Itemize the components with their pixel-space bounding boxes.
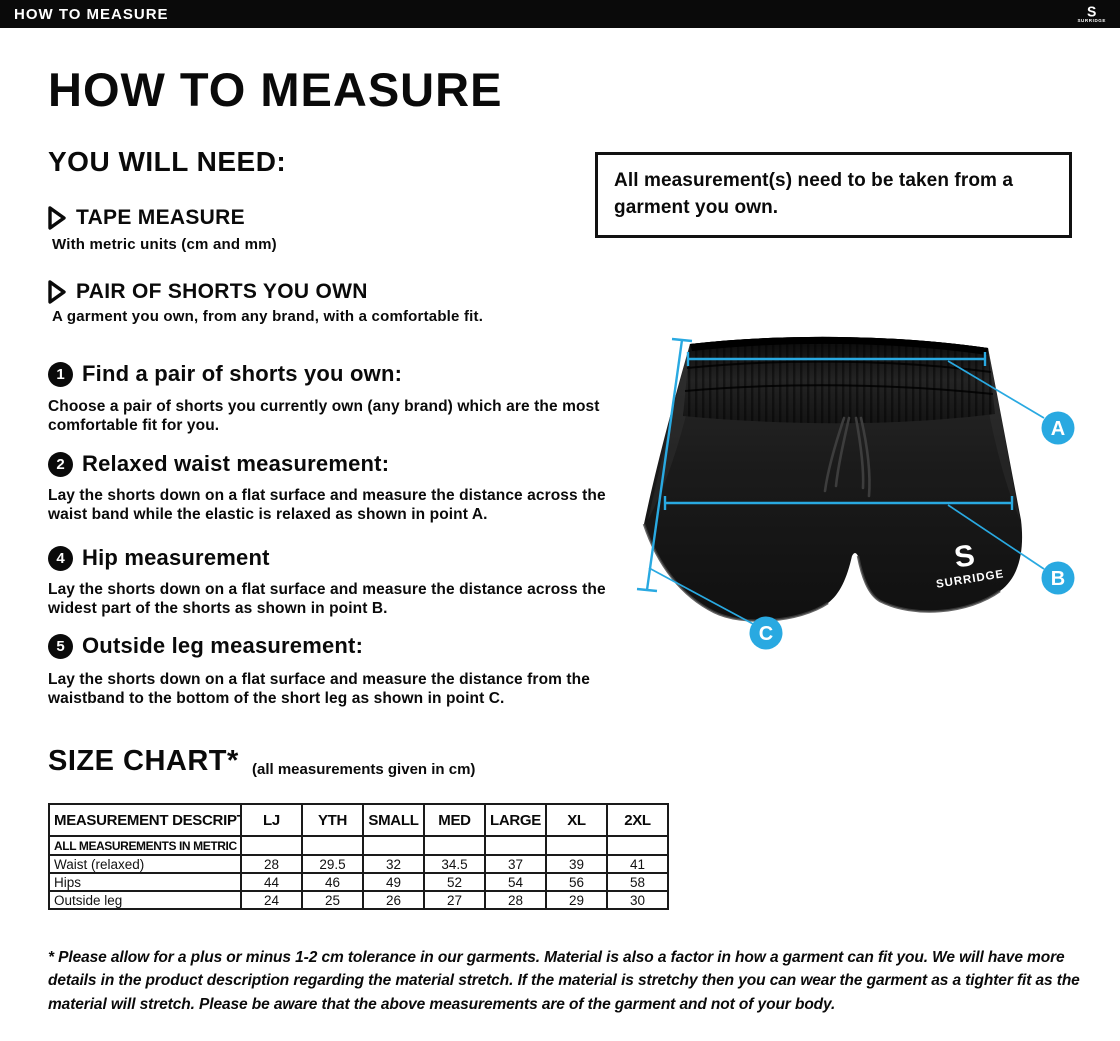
column-header: MED [423, 803, 486, 837]
column-header: XL [545, 803, 608, 837]
need-item-description: With metric units (cm and mm) [52, 236, 277, 253]
badge-c [749, 616, 783, 650]
shorts-illustration: S SURRIDGE [642, 336, 1023, 622]
table-cell-empty [484, 835, 547, 856]
table-cell: 41 [606, 854, 669, 874]
table-cell: 27 [423, 890, 486, 910]
step-5-header: 5 Outside leg measurement: [48, 633, 363, 659]
table-cell: 28 [484, 890, 547, 910]
column-header: SMALL [362, 803, 425, 837]
need-item-tape-measure: TAPE MEASURE [48, 206, 245, 230]
notice-box: All measurement(s) need to be taken from… [595, 152, 1072, 238]
metric-note-cell: ALL MEASUREMENTS IN METRIC (CM) [48, 835, 242, 856]
step-title: Outside leg measurement: [82, 633, 364, 658]
measurement-badges: A B C [749, 411, 1075, 650]
svg-text:B: B [1051, 568, 1065, 590]
surridge-s-icon: S [1087, 2, 1097, 20]
table-cell: 56 [545, 872, 608, 892]
table-cell: 24 [240, 890, 303, 910]
need-item-shorts: PAIR OF SHORTS YOU OWN [48, 280, 368, 304]
table-cell: 39 [545, 854, 608, 874]
svg-text:C: C [759, 623, 773, 645]
table-header-row: MEASUREMENT DESCRIPTION LJ YTH SMALL MED… [48, 803, 669, 837]
table-cell: 58 [606, 872, 669, 892]
table-cell: 29.5 [301, 854, 364, 874]
step-title: Find a pair of shorts you own: [82, 361, 403, 386]
table-cell: 49 [362, 872, 425, 892]
table-cell: 26 [362, 890, 425, 910]
step-1-header: 1 Find a pair of shorts you own: [48, 361, 402, 387]
need-item-title: PAIR OF SHORTS YOU OWN [76, 280, 368, 303]
step-number-badge: 5 [48, 633, 73, 659]
table-cell-empty [240, 835, 303, 856]
table-row: Hips 44 46 49 52 54 56 58 [48, 872, 669, 892]
table-cell: 44 [240, 872, 303, 892]
top-bar-title: HOW TO MEASURE [14, 5, 169, 23]
column-header: LJ [240, 803, 303, 837]
table-cell: 52 [423, 872, 486, 892]
table-cell: 30 [606, 890, 669, 910]
table-cell: 28 [240, 854, 303, 874]
step-number-badge: 4 [48, 545, 73, 571]
table-cell: 54 [484, 872, 547, 892]
row-label: Outside leg [48, 890, 242, 910]
drawstring [823, 416, 871, 498]
column-header: LARGE [484, 803, 547, 837]
step-description: Choose a pair of shorts you currently ow… [48, 398, 600, 435]
step-number-badge: 1 [48, 361, 73, 387]
top-bar: HOW TO MEASURE S SURRIDGE [0, 0, 1120, 28]
surridge-logo-text: SURRIDGE [1077, 18, 1106, 24]
size-chart-table: MEASUREMENT DESCRIPTION LJ YTH SMALL MED… [48, 803, 669, 910]
table-cell: 25 [301, 890, 364, 910]
triangle-bullet-icon [48, 206, 66, 230]
shorts-measurement-diagram: S SURRIDGE A B [636, 336, 1075, 650]
table-cell: 34.5 [423, 854, 486, 874]
table-row: Outside leg 24 25 26 27 28 29 30 [48, 890, 669, 910]
you-will-need-heading: YOU WILL NEED: [48, 146, 287, 177]
step-2-header: 2 Relaxed waist measurement: [48, 451, 389, 477]
table-cell: 32 [362, 854, 425, 874]
table-cell-empty [301, 835, 364, 856]
step-description: Lay the shorts down on a flat surface an… [48, 671, 590, 708]
measurement-lines [636, 337, 1045, 626]
row-label: Waist (relaxed) [48, 854, 242, 874]
table-cell: 29 [545, 890, 608, 910]
badge-a [1041, 411, 1075, 445]
badge-b [1041, 561, 1075, 595]
column-header: 2XL [606, 803, 669, 837]
column-header: YTH [301, 803, 364, 837]
tolerance-footnote: * Please allow for a plus or minus 1-2 c… [48, 949, 1080, 1013]
table-cell: 46 [301, 872, 364, 892]
page-title: HOW TO MEASURE [48, 63, 503, 116]
table-cell-empty [545, 835, 608, 856]
column-header: MEASUREMENT DESCRIPTION [48, 803, 242, 837]
table-cell: 37 [484, 854, 547, 874]
notice-text: All measurement(s) need to be taken from… [614, 170, 1014, 218]
row-label: Hips [48, 872, 242, 892]
step-title: Hip measurement [82, 545, 270, 570]
size-chart-subheading: (all measurements given in cm) [252, 761, 476, 778]
step-4-header: 4 Hip measurement [48, 545, 270, 571]
table-metric-row: ALL MEASUREMENTS IN METRIC (CM) [48, 835, 669, 856]
table-cell-empty [423, 835, 486, 856]
step-number-badge: 2 [48, 451, 73, 477]
table-row: Waist (relaxed) 28 29.5 32 34.5 37 39 41 [48, 854, 669, 874]
need-item-description: A garment you own, from any brand, with … [52, 308, 484, 325]
size-chart-heading: SIZE CHART* [48, 745, 239, 777]
step-description: Lay the shorts down on a flat surface an… [48, 581, 606, 618]
table-cell-empty [362, 835, 425, 856]
triangle-bullet-icon [48, 280, 66, 304]
step-description: Lay the shorts down on a flat surface an… [48, 487, 606, 524]
step-title: Relaxed waist measurement: [82, 451, 390, 476]
svg-text:A: A [1051, 418, 1065, 440]
surridge-logo-icon: S SURRIDGE [1077, 4, 1110, 24]
need-item-title: TAPE MEASURE [76, 206, 245, 229]
table-cell-empty [606, 835, 669, 856]
